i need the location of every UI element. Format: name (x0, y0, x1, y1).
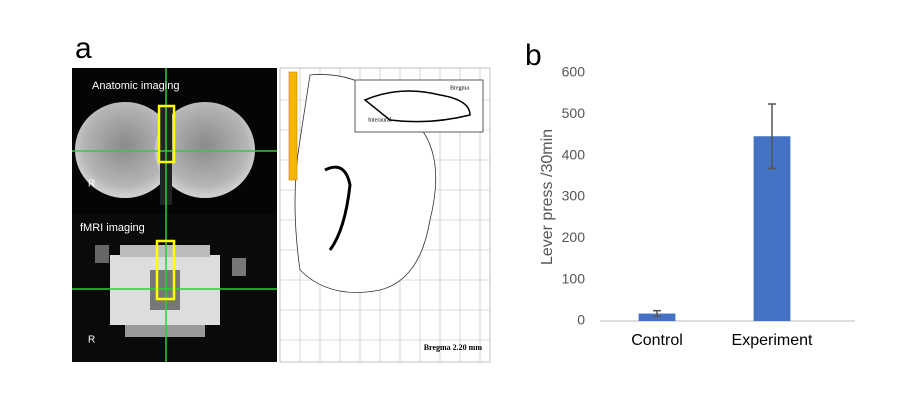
orientation-label: R (88, 335, 95, 346)
bar (638, 313, 676, 321)
atlas-caption: Bregma 2.20 mm (424, 343, 483, 352)
y-tick-label: 300 (562, 188, 586, 204)
atlas (279, 67, 491, 363)
fmri-image: fMRI imaging R (72, 214, 277, 362)
image-label: fMRI imaging (80, 222, 145, 234)
y-tick-label: 100 (562, 270, 586, 286)
y-axis-label: Lever press /30min (539, 129, 556, 265)
y-tick-label: 200 (562, 229, 586, 245)
x-tick-label: Control (631, 332, 683, 349)
y-tick-label: 600 (562, 64, 586, 80)
atlas-label: Interaural (368, 117, 392, 123)
anatomic-image: Anatomic imaging R (72, 68, 277, 214)
orientation-label: R (88, 179, 95, 190)
atlas-label: Bregma (450, 85, 469, 91)
image-label: Anatomic imaging (92, 80, 179, 92)
y-tick-label: 0 (577, 312, 585, 328)
y-tick-label: 500 (562, 105, 586, 121)
x-tick-label: Experiment (732, 332, 813, 349)
panel-label: a (75, 32, 92, 65)
y-tick-label: 400 (562, 146, 586, 162)
panel-label: b (525, 39, 542, 72)
